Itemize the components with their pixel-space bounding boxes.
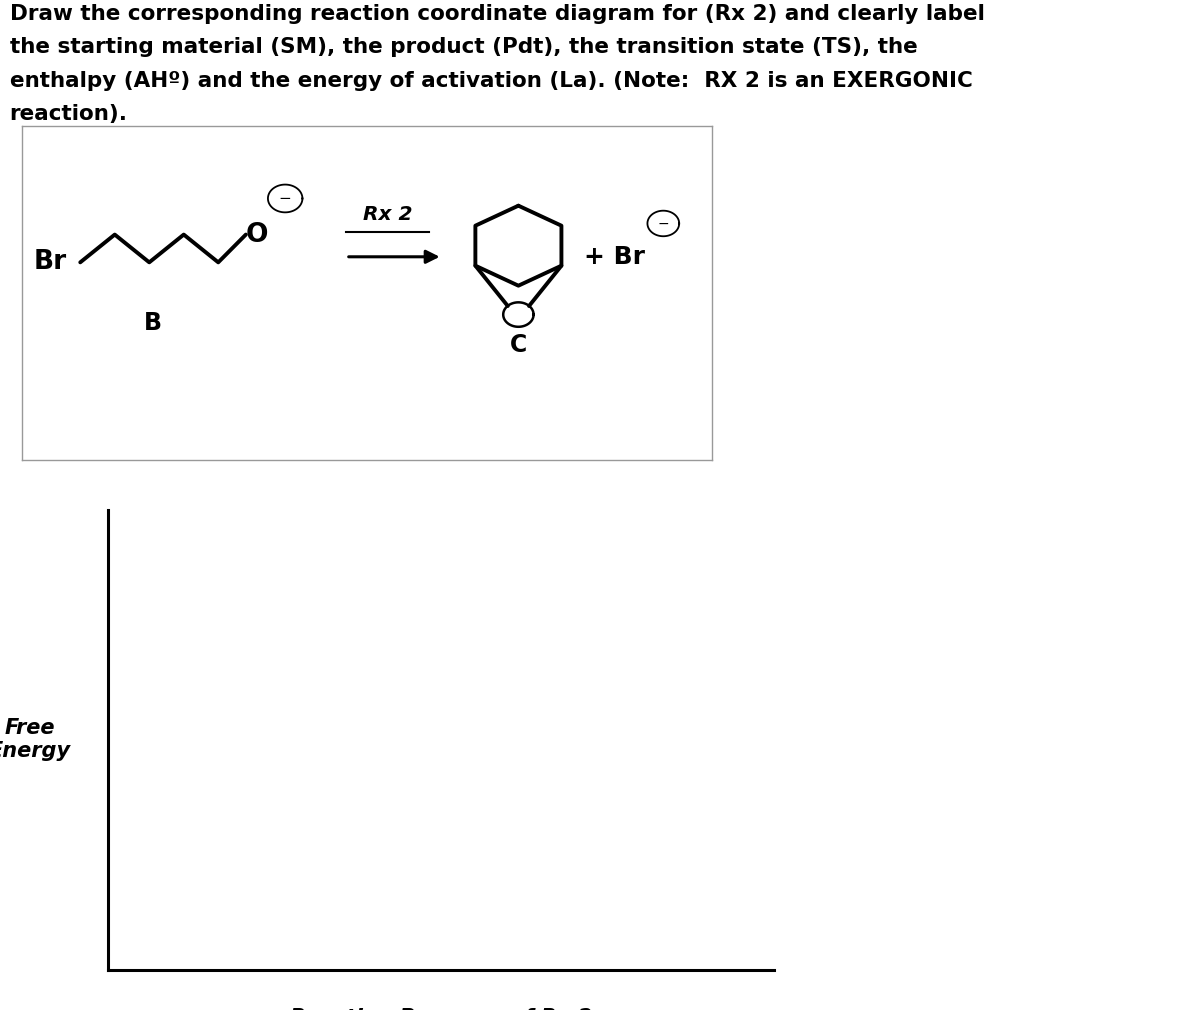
Text: O: O [246, 221, 269, 247]
Text: reaction).: reaction). [10, 104, 127, 124]
Text: the starting material (SM), the product (Pdt), the transition state (TS), the: the starting material (SM), the product … [10, 37, 917, 58]
Text: Rx 2: Rx 2 [362, 204, 412, 223]
Text: Reaction Progress of Rx 2: Reaction Progress of Rx 2 [290, 1008, 592, 1010]
Text: −: − [658, 216, 670, 230]
Text: −: − [278, 191, 292, 206]
Text: enthalpy (AHº) and the energy of activation (La). (Note:  RX 2 is an EXERGONIC: enthalpy (AHº) and the energy of activat… [10, 71, 972, 91]
Text: Draw the corresponding reaction coordinate diagram for (Rx 2) and clearly label: Draw the corresponding reaction coordina… [10, 4, 984, 24]
Text: Free
Energy: Free Energy [0, 718, 71, 762]
Text: + Br: + Br [584, 244, 644, 269]
Text: Br: Br [34, 249, 67, 276]
Text: C: C [510, 333, 527, 358]
Text: B: B [144, 311, 162, 335]
